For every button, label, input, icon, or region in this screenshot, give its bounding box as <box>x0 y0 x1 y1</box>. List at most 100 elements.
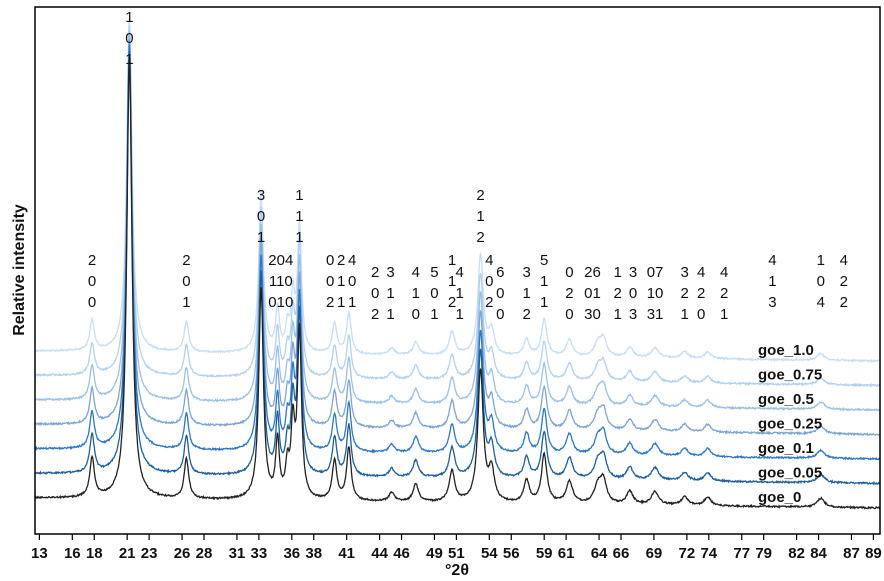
x-tick-label: 66 <box>613 545 630 562</box>
peak-label-line: 1 <box>295 208 303 225</box>
peak-label: 4 1 1 <box>456 264 464 323</box>
peak-label-line: 0 <box>697 306 705 323</box>
series-label: goe_0.25 <box>758 416 822 433</box>
x-tick-label: 51 <box>448 545 465 562</box>
peak-label-line: 4 <box>485 252 493 269</box>
peak-label: 1 0 1 <box>125 9 133 68</box>
peak-label-line: 1 <box>386 285 394 302</box>
series-label: goe_0.75 <box>758 367 822 384</box>
peak-label: 2 0 0 <box>88 252 96 311</box>
peak-label-line: 2 <box>680 285 688 302</box>
peak-label-line: 30 <box>584 306 601 323</box>
peak-label-line: 1 <box>817 252 825 269</box>
series-label: goe_0 <box>758 489 801 506</box>
x-tick-label: 18 <box>86 545 103 562</box>
x-tick-label: 77 <box>733 545 750 562</box>
x-tick-label: 82 <box>788 545 805 562</box>
peak-label-line: 2 <box>720 285 728 302</box>
series-line-goe_0.05 <box>34 50 881 486</box>
peak-label-line: 2 <box>476 187 484 204</box>
series-line-goe_0.1 <box>34 44 881 461</box>
peak-label-line: 0 <box>326 273 334 290</box>
peak-label-line: 1 <box>337 273 345 290</box>
series-label: goe_1.0 <box>758 342 814 359</box>
x-tick-label: 89 <box>865 545 882 562</box>
peak-label-line: 2 <box>448 294 456 311</box>
peak-label-line: 1 <box>295 229 303 246</box>
peak-label: 3 0 1 <box>257 187 265 246</box>
peak-label-line: 3 <box>386 264 394 281</box>
peak-label-line: 01 <box>584 285 601 302</box>
peak-label-line: 1 <box>386 306 394 323</box>
x-tick-label: 56 <box>503 545 520 562</box>
peak-label: 1 0 4 <box>817 252 825 311</box>
peak-label-line: 2 <box>840 273 848 290</box>
x-tick-label: 38 <box>305 545 322 562</box>
x-tick-label: 44 <box>371 545 388 562</box>
peak-label: 1 2 1 <box>614 264 622 323</box>
peak-label-line: 3 <box>768 294 776 311</box>
peak-hkl-labels: 2001012013012041100101110022114012023114… <box>88 9 848 323</box>
peak-label-line: 2 <box>326 294 334 311</box>
peak-label-line: 31 <box>647 306 664 323</box>
peak-label-line: 1 <box>125 51 133 68</box>
peak-label-line: 0 <box>88 273 96 290</box>
peak-label-line: 0 <box>371 285 379 302</box>
peak-label-line: 1 <box>412 285 420 302</box>
x-tick-label: 46 <box>393 545 410 562</box>
x-tick-label: 26 <box>174 545 191 562</box>
peak-label-line: 1 <box>540 294 548 311</box>
peak-label-line: 2 <box>522 306 530 323</box>
peak-label-line: 0 <box>565 264 573 281</box>
peak-label-line: 2 <box>337 252 345 269</box>
x-tick-label: 36 <box>283 545 300 562</box>
peak-label-line: 0 <box>485 273 493 290</box>
peak-label-line: 2 <box>614 285 622 302</box>
peak-label-line: 2 <box>476 229 484 246</box>
peak-label-line: 1 <box>476 208 484 225</box>
peak-label-line: 1 <box>768 273 776 290</box>
peak-label-line: 3 <box>680 264 688 281</box>
peak-label: 1 1 1 <box>295 187 303 246</box>
peak-label-line: 3 <box>257 187 265 204</box>
peak-label-line: 2 <box>485 294 493 311</box>
peak-label-line: 1 <box>614 264 622 281</box>
peak-label-line: 1 <box>430 306 438 323</box>
peak-label: 1 1 2 <box>448 252 456 311</box>
peak-label-line: 1 <box>257 229 265 246</box>
x-tick-label: 28 <box>196 545 213 562</box>
peak-label: 3 1 2 <box>522 264 530 323</box>
peak-label-line: 0 <box>125 30 133 47</box>
peak-label: 2 0 1 <box>182 252 190 311</box>
peak-label-line: 3 <box>629 306 637 323</box>
peak-label: 4 0 1 <box>348 252 356 311</box>
peak-label: 5 1 1 <box>540 252 548 311</box>
peak-label: 0 2 0 <box>565 264 573 323</box>
peak-label-line: 0 <box>257 208 265 225</box>
x-axis: 13 16 18 21 23 26 28 31 33 36 38 41 44 46 49 51 54 56 59 61… <box>31 534 882 562</box>
x-tick-label: 31 <box>229 545 246 562</box>
peak-label-line: 0 <box>817 273 825 290</box>
x-tick-label: 23 <box>141 545 158 562</box>
series-labels: goe_0 goe_0.05 goe_0.1 goe_0.25 goe_0.5 goe_0… <box>758 342 822 506</box>
x-tick-label: 41 <box>338 545 355 562</box>
peak-label-line: 4 <box>697 264 705 281</box>
peak-label-line: 1 <box>680 306 688 323</box>
peak-label-line: 1 <box>182 294 190 311</box>
peak-label-line: 0 <box>412 306 420 323</box>
peak-label: 4 1 0 <box>412 264 420 323</box>
peak-label-line: 1 <box>456 306 464 323</box>
peak-label-line: 2 <box>88 252 96 269</box>
x-tick-label: 21 <box>119 545 136 562</box>
peak-label: 3 1 1 <box>386 264 394 323</box>
peak-label-line: 1 <box>522 285 530 302</box>
x-tick-label: 84 <box>810 545 827 562</box>
peak-label: 2 1 1 <box>337 252 345 311</box>
peak-label: 2 1 2 <box>476 187 484 246</box>
x-tick-label: 54 <box>481 545 498 562</box>
x-tick-label: 64 <box>591 545 608 562</box>
peak-label: 5 0 1 <box>430 264 438 323</box>
peak-label-line: 1 <box>614 306 622 323</box>
peak-label-line: 4 <box>412 264 420 281</box>
peak-label-line: 2 <box>182 252 190 269</box>
